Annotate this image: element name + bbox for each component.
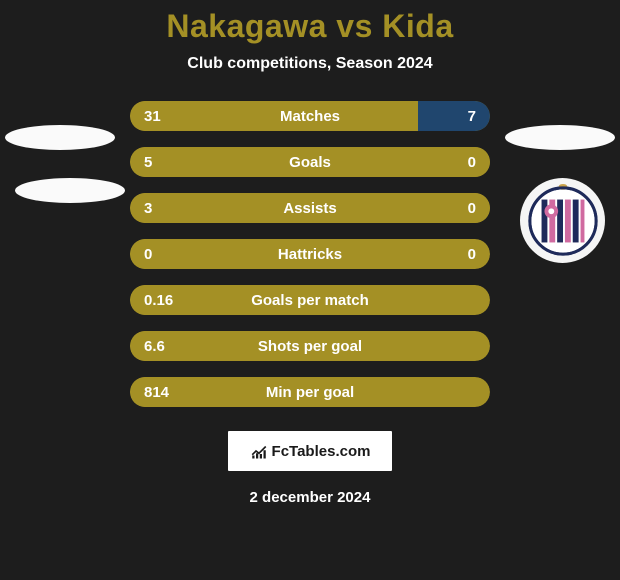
stat-bar: 5 Goals 0 [130,147,490,177]
stat-value-right: 0 [468,200,476,217]
stat-value-left: 31 [144,108,161,125]
player-left-photo-2 [15,178,125,203]
stat-value-right: 7 [468,108,476,125]
stat-value-left: 5 [144,154,152,171]
player-left-photo-1 [5,125,115,150]
player-right-photo [505,125,615,150]
stat-value-left: 0.16 [144,292,173,309]
subtitle: Club competitions, Season 2024 [187,55,432,73]
stat-value-right: 0 [468,246,476,263]
source-text: FcTables.com [272,443,371,460]
source-badge[interactable]: FcTables.com [228,431,392,471]
stat-label: Matches [280,108,340,125]
stat-bar: 0.16 Goals per match [130,285,490,315]
date-label: 2 december 2024 [250,489,371,506]
stat-label: Shots per goal [258,338,362,355]
stat-bar: 814 Min per goal [130,377,490,407]
club-crest [520,178,605,263]
stat-value-left: 3 [144,200,152,217]
stat-label: Min per goal [266,384,354,401]
stat-bar: 6.6 Shots per goal [130,331,490,361]
comparison-bars: 31 Matches 7 5 Goals 0 3 Assists 0 0 Hattricks 0 0.1… [130,101,490,407]
stat-bar: 31 Matches 7 [130,101,490,131]
stat-label: Hattricks [278,246,342,263]
stat-bar: 0 Hattricks 0 [130,239,490,269]
page-title: Nakagawa vs Kida [166,8,453,45]
stat-value-right: 0 [468,154,476,171]
chart-icon [250,442,268,460]
stat-label: Goals per match [251,292,369,309]
stat-value-left: 814 [144,384,169,401]
stat-value-left: 6.6 [144,338,165,355]
stat-label: Goals [289,154,331,171]
stats-card: Nakagawa vs Kida Club competitions, Seas… [0,0,620,580]
stat-bar: 3 Assists 0 [130,193,490,223]
stat-value-left: 0 [144,246,152,263]
stat-label: Assists [283,200,336,217]
